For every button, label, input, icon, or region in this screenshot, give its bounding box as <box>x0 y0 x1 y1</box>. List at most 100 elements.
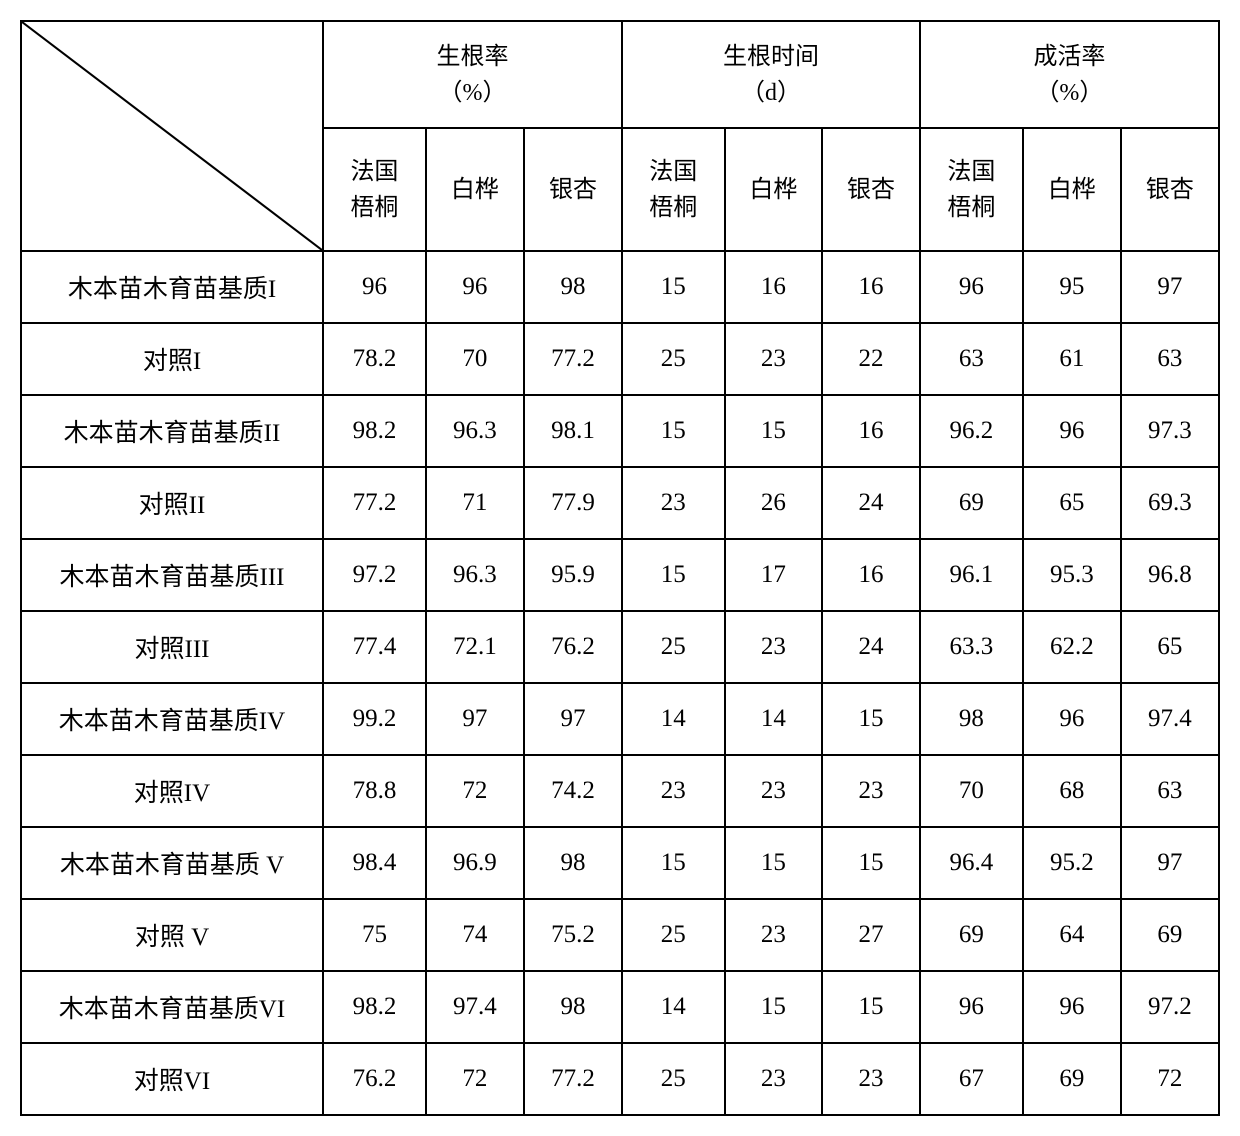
data-cell: 98 <box>524 251 622 323</box>
data-cell: 23 <box>725 899 823 971</box>
table-row: 木本苗木育苗基质III97.296.395.915171696.195.396.… <box>21 539 1219 611</box>
data-cell: 97.4 <box>426 971 524 1043</box>
data-cell: 15 <box>622 395 724 467</box>
data-cell: 78.2 <box>323 323 426 395</box>
table-row: 木本苗木育苗基质II98.296.398.115151696.29697.3 <box>21 395 1219 467</box>
data-cell: 96 <box>1023 683 1121 755</box>
data-cell: 72.1 <box>426 611 524 683</box>
data-cell: 98.1 <box>524 395 622 467</box>
data-cell: 74 <box>426 899 524 971</box>
data-cell: 14 <box>622 683 724 755</box>
row-label: 对照III <box>21 611 323 683</box>
table-row: 木本苗木育苗基质VI98.297.498141515969697.2 <box>21 971 1219 1043</box>
data-cell: 98.2 <box>323 971 426 1043</box>
data-cell: 69 <box>1121 899 1219 971</box>
data-cell: 98.2 <box>323 395 426 467</box>
data-cell: 23 <box>622 755 724 827</box>
data-cell: 15 <box>622 827 724 899</box>
data-cell: 97.3 <box>1121 395 1219 467</box>
table-row: 对照II77.27177.9232624696569.3 <box>21 467 1219 539</box>
sub-header: 法国 梧桐 <box>323 128 426 251</box>
data-cell: 16 <box>822 395 920 467</box>
data-cell: 96.9 <box>426 827 524 899</box>
data-cell: 23 <box>622 467 724 539</box>
data-cell: 98.4 <box>323 827 426 899</box>
data-cell: 95.2 <box>1023 827 1121 899</box>
data-cell: 67 <box>920 1043 1023 1115</box>
group-header-rooting-time: 生根时间 （d） <box>622 21 920 128</box>
group-header-line1: 成活率 <box>1033 44 1105 70</box>
data-cell: 76.2 <box>323 1043 426 1115</box>
data-cell: 98 <box>524 827 622 899</box>
data-cell: 23 <box>822 755 920 827</box>
data-cell: 15 <box>725 827 823 899</box>
data-cell: 25 <box>622 899 724 971</box>
data-cell: 16 <box>822 539 920 611</box>
row-label: 木本苗木育苗基质II <box>21 395 323 467</box>
data-cell: 71 <box>426 467 524 539</box>
data-cell: 63 <box>920 323 1023 395</box>
data-cell: 74.2 <box>524 755 622 827</box>
data-cell: 16 <box>725 251 823 323</box>
data-cell: 23 <box>725 323 823 395</box>
data-cell: 65 <box>1121 611 1219 683</box>
sub-header: 银杏 <box>524 128 622 251</box>
data-cell: 70 <box>426 323 524 395</box>
data-cell: 72 <box>426 755 524 827</box>
data-cell: 14 <box>622 971 724 1043</box>
data-cell: 97.2 <box>1121 971 1219 1043</box>
data-cell: 23 <box>725 755 823 827</box>
table-row: 对照III77.472.176.225232463.362.265 <box>21 611 1219 683</box>
data-cell: 15 <box>822 683 920 755</box>
data-cell: 69 <box>1023 1043 1121 1115</box>
data-cell: 77.9 <box>524 467 622 539</box>
data-cell: 96.4 <box>920 827 1023 899</box>
sub-header-l1: 法国 <box>649 159 697 185</box>
group-header-rooting-rate: 生根率 （%） <box>323 21 622 128</box>
data-cell: 15 <box>822 827 920 899</box>
row-label: 对照I <box>21 323 323 395</box>
table-row: 木本苗木育苗基质 V98.496.99815151596.495.297 <box>21 827 1219 899</box>
data-cell: 15 <box>822 971 920 1043</box>
row-label: 木本苗木育苗基质 V <box>21 827 323 899</box>
data-cell: 27 <box>822 899 920 971</box>
data-cell: 63 <box>1121 755 1219 827</box>
data-cell: 25 <box>622 323 724 395</box>
data-cell: 77.4 <box>323 611 426 683</box>
table-row: 对照IV78.87274.2232323706863 <box>21 755 1219 827</box>
data-cell: 96 <box>920 971 1023 1043</box>
diagonal-corner-cell <box>21 21 323 251</box>
data-cell: 77.2 <box>524 1043 622 1115</box>
data-cell: 96.1 <box>920 539 1023 611</box>
data-cell: 95.3 <box>1023 539 1121 611</box>
data-cell: 75.2 <box>524 899 622 971</box>
data-cell: 61 <box>1023 323 1121 395</box>
group-header-line2: （d） <box>741 80 801 106</box>
data-cell: 77.2 <box>323 467 426 539</box>
table-row: 木本苗木育苗基质I969698151616969597 <box>21 251 1219 323</box>
data-cell: 25 <box>622 611 724 683</box>
data-cell: 96 <box>426 251 524 323</box>
row-label: 对照IV <box>21 755 323 827</box>
diagonal-line-icon <box>22 22 322 250</box>
table-row: 对照VI76.27277.2252323676972 <box>21 1043 1219 1115</box>
data-cell: 97.4 <box>1121 683 1219 755</box>
data-cell: 96.8 <box>1121 539 1219 611</box>
sub-header: 银杏 <box>822 128 920 251</box>
data-cell: 26 <box>725 467 823 539</box>
data-cell: 64 <box>1023 899 1121 971</box>
group-header-survival-rate: 成活率 （%） <box>920 21 1219 128</box>
sub-header: 白桦 <box>1023 128 1121 251</box>
data-cell: 97 <box>524 683 622 755</box>
data-cell: 96 <box>1023 971 1121 1043</box>
data-cell: 98 <box>524 971 622 1043</box>
table-row: 对照 V757475.2252327696469 <box>21 899 1219 971</box>
data-cell: 75 <box>323 899 426 971</box>
row-label: 木本苗木育苗基质IV <box>21 683 323 755</box>
data-cell: 97.2 <box>323 539 426 611</box>
table-row: 对照I78.27077.2252322636163 <box>21 323 1219 395</box>
data-cell: 78.8 <box>323 755 426 827</box>
data-cell: 16 <box>822 251 920 323</box>
row-label: 对照 V <box>21 899 323 971</box>
data-cell: 24 <box>822 611 920 683</box>
